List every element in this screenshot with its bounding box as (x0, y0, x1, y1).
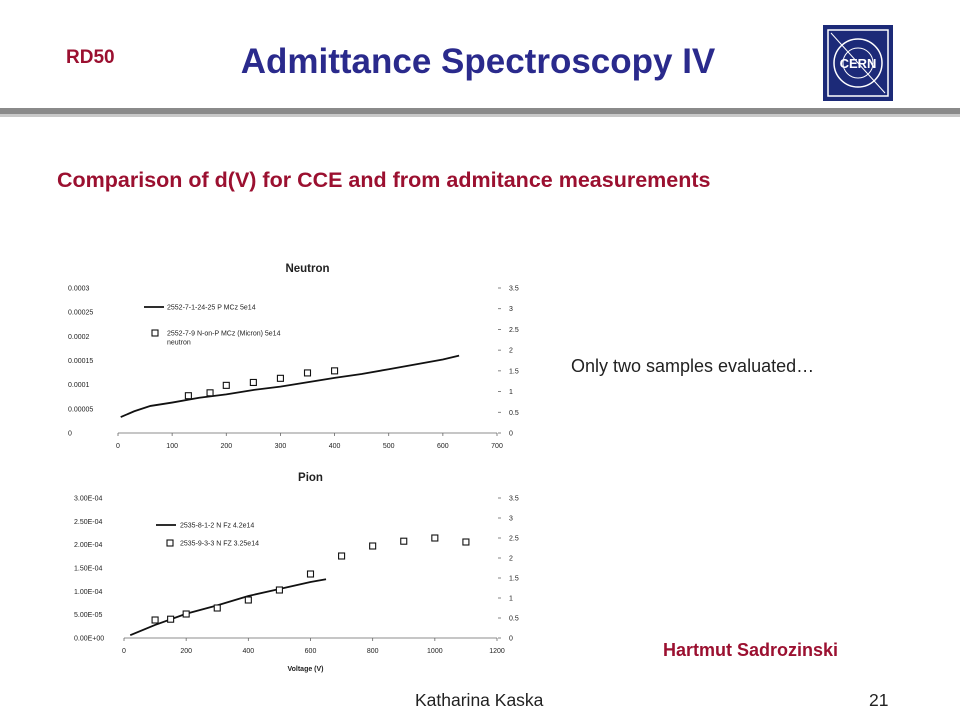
neutron-data-point (331, 367, 339, 375)
neutron-y-tick-label: 0.0001 (68, 382, 90, 389)
cern-logo-graphic: CERN (827, 29, 889, 97)
neutron-legend-marker-swatch (151, 329, 159, 337)
pion-y2-tick-label: 2 (509, 556, 513, 563)
neutron-data-point (206, 389, 214, 397)
pion-x-tick-label: 1200 (489, 648, 505, 655)
neutron-y2-tick-label: 3 (509, 306, 513, 313)
neutron-legend-label: 2552-7-9 N-on-P MCz (Micron) 5e14 neutron (167, 331, 281, 347)
pion-y2-tick-label: 3 (509, 516, 513, 523)
neutron-x-tick-label: 100 (166, 443, 178, 450)
pion-y2-tick-label: 1.5 (509, 576, 519, 583)
neutron-legend-label: 2552-7-1-24-25 P MCz 5e14 (167, 305, 256, 312)
pion-y-tick-label: 1.00E-04 (74, 589, 103, 596)
pion-data-point (431, 534, 439, 542)
neutron-data-point (222, 381, 230, 389)
neutron-data-point (276, 374, 284, 382)
pion-x-tick-label: 0 (122, 648, 126, 655)
footer-presenter: Katharina Kaska (415, 690, 544, 710)
pion-data-point (338, 552, 346, 560)
pion-y2-tick-label: 0 (509, 636, 513, 643)
pion-y2-tick-label: 1 (509, 596, 513, 603)
pion-x-tick-label: 800 (367, 648, 379, 655)
neutron-data-point (303, 369, 312, 377)
neutron-y-tick-label: 0.00005 (68, 406, 93, 413)
pion-data-point (306, 570, 315, 578)
neutron-x-tick-label: 600 (437, 443, 449, 450)
neutron-x-tick-label: 300 (275, 443, 287, 450)
pion-y-tick-label: 3.00E-04 (74, 496, 103, 503)
neutron-y2-tick-label: 2.5 (509, 327, 519, 334)
neutron-y-tick-label: 0 (68, 431, 72, 438)
pion-y-tick-label: 2.00E-04 (74, 542, 103, 549)
pion-y-tick-label: 1.50E-04 (74, 566, 103, 573)
cern-logo-text: CERN (840, 56, 877, 71)
pion-data-point (369, 542, 377, 550)
header-divider (0, 108, 960, 114)
neutron-y2-tick-label: 1.5 (509, 368, 519, 375)
pion-legend-label: 2535-8-1-2 N Fz 4.2e14 (180, 523, 254, 530)
pion-x-tick-label: 1000 (427, 648, 443, 655)
neutron-y2-tick-label: 0 (509, 431, 513, 438)
slide-title-text: Admittance Spectroscopy IV (240, 42, 716, 81)
neutron-y-tick-label: 0.0002 (68, 334, 90, 341)
neutron-x-tick-label: 200 (220, 443, 232, 450)
neutron-y2-tick-label: 3.5 (509, 286, 519, 293)
neutron-y-tick-label: 0.0003 (68, 286, 90, 293)
neutron-y2-tick-label: 2 (509, 348, 513, 355)
pion-x-tick-label: 400 (242, 648, 254, 655)
slide-title: Admittance Spectroscopy IV (0, 42, 960, 82)
slide-subtitle: Comparison of d(V) for CCE and from admi… (57, 168, 711, 192)
pion-data-point (167, 615, 175, 623)
pion-legend-marker-swatch (166, 539, 174, 547)
neutron-data-point (249, 378, 257, 387)
header-divider-light (0, 114, 960, 117)
pion-y-tick-label: 0.00E+00 (74, 636, 104, 643)
pion-y-tick-label: 5.00E-05 (74, 612, 103, 619)
neutron-chart-title: Neutron (285, 263, 329, 275)
author-name: Hartmut Sadrozinski (663, 640, 839, 660)
pion-x-tick-label: 200 (180, 648, 192, 655)
neutron-y2-tick-label: 1 (509, 389, 513, 396)
pion-data-point (182, 610, 190, 618)
pion-data-point (400, 537, 408, 545)
pion-chart-title: Pion (298, 472, 323, 484)
pion-data-point (244, 596, 252, 604)
neutron-x-tick-label: 400 (329, 443, 341, 450)
neutron-data-point (184, 392, 192, 400)
pion-x-axis-label: Voltage (V) (287, 666, 323, 673)
pion-y2-tick-label: 2.5 (509, 536, 519, 543)
pion-series-line (129, 578, 327, 637)
pion-data-point (151, 616, 159, 624)
page-number: 21 (869, 690, 889, 710)
pion-y-tick-label: 2.50E-04 (74, 519, 103, 526)
neutron-x-tick-label: 500 (383, 443, 395, 450)
neutron-y-tick-label: 0.00015 (68, 358, 93, 365)
pion-data-point (213, 604, 221, 612)
pion-data-point (462, 538, 470, 546)
neutron-y-tick-label: 0.00025 (68, 310, 93, 317)
neutron-x-tick-label: 700 (491, 443, 503, 450)
neutron-y2-tick-label: 0.5 (509, 410, 519, 417)
note-text: Only two samples evaluated… (571, 356, 815, 376)
pion-legend-label: 2535-9-3-3 N FZ 3.25e14 (180, 541, 259, 548)
pion-x-tick-label: 600 (305, 648, 317, 655)
neutron-x-tick-label: 0 (116, 443, 120, 450)
pion-data-point (275, 586, 283, 594)
rd50-tag: RD50 (66, 47, 115, 68)
neutron-series-line (120, 354, 460, 418)
pion-y2-tick-label: 0.5 (509, 616, 519, 623)
pion-y2-tick-label: 3.5 (509, 496, 519, 503)
cern-logo: CERN (823, 25, 893, 101)
